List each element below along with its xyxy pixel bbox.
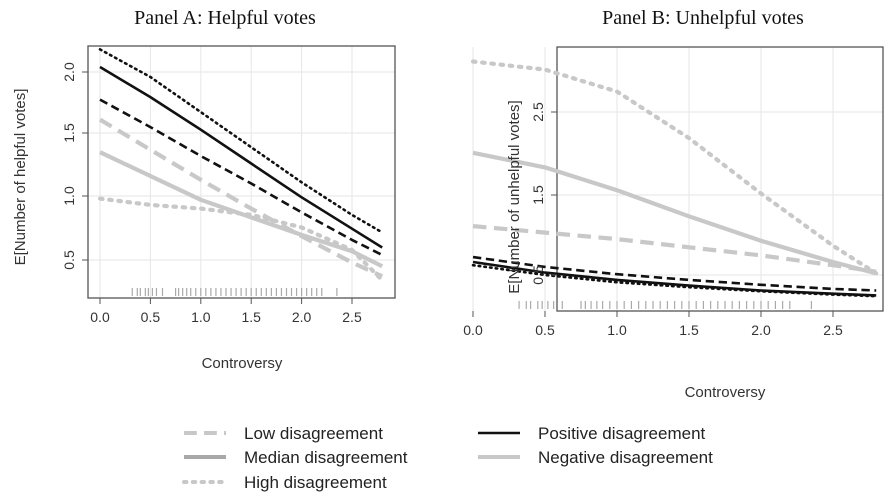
rug	[131, 288, 338, 296]
panel-title: Panel A: Helpful votes	[134, 7, 316, 29]
legend-item: Low disagreement	[184, 424, 383, 443]
y-tick-label: 0.5	[61, 250, 77, 270]
legend: Low disagreement Median disagreement High …	[182, 424, 713, 492]
series-line-4	[99, 150, 384, 269]
y-axis-label: E[Number of unhelpful votes]	[506, 100, 523, 293]
series-line-1	[99, 65, 383, 249]
x-tick-label: 1.5	[241, 309, 261, 325]
y-axis-label: E[Number of helpful votes]	[12, 89, 29, 266]
x-tick-label: 2.5	[823, 322, 843, 338]
y-tick-label: 2.5	[530, 102, 546, 122]
series-line-2	[99, 98, 383, 257]
plot-frame	[87, 45, 396, 299]
x-tick-label: 2.5	[342, 309, 362, 325]
x-tick-label: 1.0	[607, 322, 627, 338]
x-axis-label: Controversy	[202, 355, 283, 372]
series-line-0	[470, 59, 879, 276]
series-line-0	[98, 48, 384, 234]
panel-a: Panel A: Helpful votes 0.0 0.5 1.0 1.5 2.0 2.5…	[12, 7, 396, 372]
y-tick-label: 2.0	[61, 62, 77, 82]
legend-label: Negative disagreement	[538, 448, 713, 467]
y-tick-label: 1.5	[530, 185, 546, 205]
panel-title: Panel B: Unhelpful votes	[602, 7, 804, 29]
x-tick-label: 2.0	[292, 309, 312, 325]
x-tick-label: 0.0	[90, 309, 110, 325]
legend-item: Positive disagreement	[478, 424, 706, 443]
legend-label: High disagreement	[244, 473, 387, 492]
legend-label: Median disagreement	[244, 448, 408, 467]
plot-frame	[556, 46, 884, 312]
x-tick-label: 1.0	[191, 309, 211, 325]
series-line-5	[97, 196, 385, 283]
x-tick-label: 0.0	[463, 322, 483, 338]
y-tick-label: 1.5	[61, 123, 77, 143]
grid	[88, 46, 395, 298]
legend-label: Positive disagreement	[538, 424, 706, 443]
series-line-2	[472, 224, 877, 274]
legend-item: Median disagreement	[184, 448, 408, 467]
series-line-1	[472, 150, 877, 276]
legend-item: Negative disagreement	[478, 448, 713, 467]
x-tick-label: 2.0	[751, 322, 771, 338]
x-axis-label: Controversy	[685, 384, 766, 401]
series-line-3	[472, 255, 877, 292]
series-line-3	[98, 117, 384, 279]
x-tick-label: 0.5	[141, 309, 161, 325]
series-line-5	[471, 263, 878, 298]
y-tick-label: 0.5	[530, 265, 546, 285]
y-tick-label: 1.0	[61, 186, 77, 206]
legend-item: High disagreement	[182, 473, 387, 492]
legend-label: Low disagreement	[244, 424, 383, 443]
panel-b: Panel B: Unhelpful votes 0.0 0.5 1.0 1.5 2.0 2…	[463, 7, 884, 401]
x-tick-label: 0.5	[535, 322, 555, 338]
x-tick-label: 1.5	[679, 322, 699, 338]
rug	[518, 301, 813, 309]
